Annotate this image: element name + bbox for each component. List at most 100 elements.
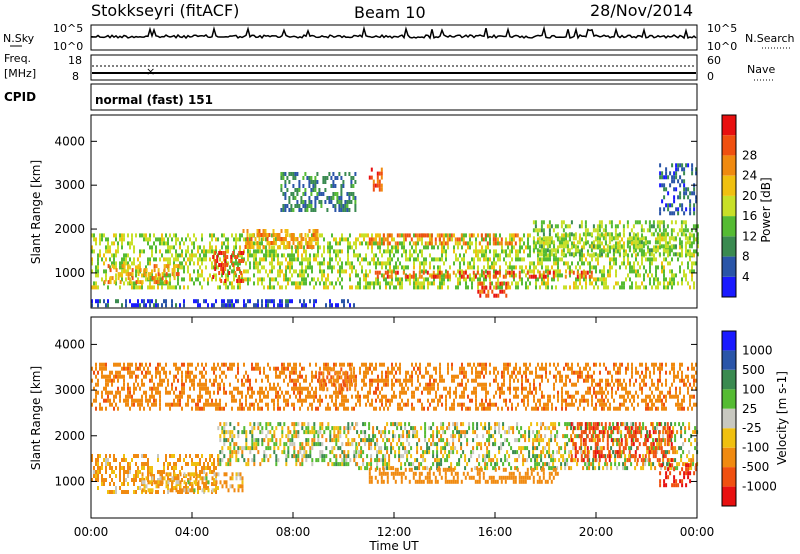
heatmap-cell	[293, 450, 296, 455]
heatmap-cell	[557, 265, 559, 270]
heatmap-cell	[482, 270, 485, 275]
heatmap-cell	[307, 442, 310, 447]
heatmap-cell	[298, 241, 301, 245]
heatmap-cell	[682, 462, 685, 467]
heatmap-cell	[157, 484, 160, 489]
heatmap-cell	[191, 253, 193, 258]
heatmap-cell	[595, 265, 597, 270]
heatmap-cell	[378, 187, 381, 192]
heatmap-cell	[466, 471, 469, 476]
heatmap-cell	[637, 273, 639, 278]
heatmap-cell	[255, 442, 258, 447]
heatmap-cell	[301, 462, 304, 467]
heatmap-cell	[278, 233, 281, 237]
heatmap-cell	[424, 450, 427, 455]
heatmap-cell	[309, 450, 312, 455]
heatmap-cell	[438, 458, 441, 463]
heatmap-cell	[355, 285, 357, 290]
heatmap-cell	[221, 241, 223, 246]
heatmap-cell	[109, 257, 111, 262]
heatmap-cell	[580, 438, 583, 443]
heatmap-cell	[590, 232, 593, 237]
heatmap-cell	[199, 470, 201, 474]
heatmap-cell	[351, 438, 354, 443]
heatmap-cell	[627, 257, 629, 262]
heatmap-cell	[592, 224, 595, 229]
heatmap-cell	[580, 446, 583, 451]
heatmap-cell	[581, 285, 583, 290]
heatmap-cell	[306, 176, 309, 180]
heatmap-cell	[314, 200, 317, 204]
heatmap-cell	[295, 430, 298, 435]
heatmap-cell	[444, 241, 447, 246]
heatmap-cell	[517, 281, 519, 286]
heatmap-cell	[141, 466, 143, 470]
heatmap-cell	[674, 446, 677, 451]
heatmap-cell	[121, 466, 123, 470]
heatmap-cell	[661, 265, 663, 270]
heatmap-cell	[629, 269, 631, 274]
heatmap-cell	[135, 265, 137, 270]
heatmap-cell	[384, 462, 387, 467]
heatmap-cell	[499, 281, 502, 286]
heatmap-cell	[219, 277, 221, 282]
heatmap-cell	[293, 454, 296, 459]
heatmap-cell	[107, 241, 109, 246]
heatmap-cell	[684, 438, 687, 443]
heatmap-cell	[405, 265, 407, 270]
heatmap-cell	[322, 375, 325, 380]
heatmap-cell	[589, 277, 591, 282]
heatmap-cell	[203, 482, 205, 486]
heatmap-cell	[428, 471, 431, 476]
nave-tick-bottom: 0	[707, 70, 714, 83]
heatmap-cell	[185, 462, 187, 466]
heatmap-cell	[389, 265, 391, 270]
heatmap-cell	[273, 253, 275, 258]
heatmap-cell	[457, 245, 459, 250]
heatmap-cell	[374, 442, 377, 447]
heatmap-cell	[359, 253, 361, 258]
heatmap-cell	[365, 281, 367, 286]
heatmap-cell	[581, 237, 583, 242]
heatmap-cell	[369, 261, 371, 266]
heatmap-cell	[294, 172, 297, 176]
heatmap-cell	[660, 442, 663, 447]
heatmap-cell	[600, 446, 603, 451]
heatmap-cell	[123, 257, 125, 262]
heatmap-cell	[427, 245, 429, 250]
heatmap-cell	[418, 466, 421, 471]
heatmap-cell	[214, 263, 217, 267]
heatmap-cell	[565, 261, 567, 266]
heatmap-cell	[123, 237, 125, 242]
heatmap-cell	[169, 277, 171, 282]
heatmap-cell	[281, 303, 283, 308]
heatmap-cell	[603, 285, 605, 290]
heatmap-cell	[233, 277, 235, 282]
heatmap-cell	[557, 245, 559, 250]
heatmap-cell	[221, 299, 223, 304]
heatmap-cell	[494, 241, 497, 246]
heatmap-cell	[149, 299, 151, 304]
heatmap-cell	[177, 474, 179, 478]
heatmap-cell	[459, 273, 461, 278]
heatmap-cell	[609, 245, 611, 250]
heatmap-cell	[97, 478, 99, 482]
heatmap-cell	[471, 257, 473, 262]
heatmap-cell	[591, 241, 593, 246]
heatmap-cell	[121, 458, 123, 462]
heatmap-cell	[630, 228, 633, 233]
heatmap-cell	[167, 472, 170, 477]
heatmap-cell	[436, 430, 439, 435]
heatmap-cell	[381, 237, 383, 242]
heatmap-cell	[175, 264, 178, 269]
heatmap-cell	[656, 442, 659, 447]
heatmap-cell	[368, 467, 371, 472]
heatmap-cell	[370, 454, 373, 459]
heatmap-cell	[669, 211, 672, 216]
heatmap-cell	[423, 257, 425, 262]
heatmap-cell	[660, 232, 663, 237]
colorbar-swatch	[722, 195, 736, 217]
heatmap-cell	[350, 184, 353, 188]
heatmap-cell	[159, 249, 161, 254]
heatmap-cell	[586, 426, 589, 431]
